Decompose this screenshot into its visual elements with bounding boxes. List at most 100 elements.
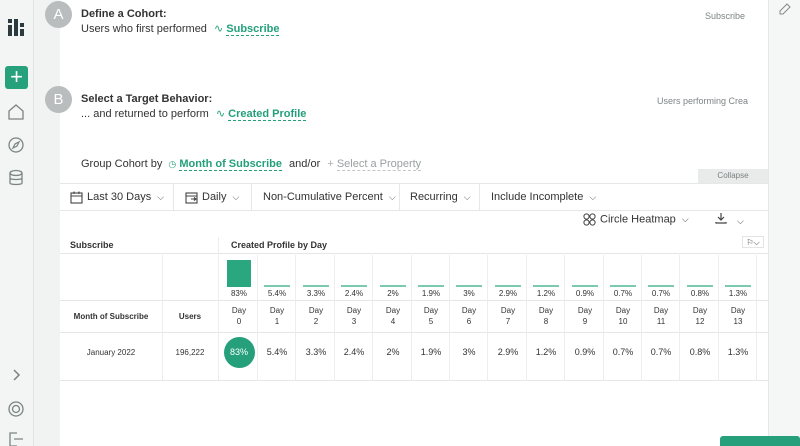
step-b-badge: B — [45, 86, 72, 113]
cohort-prefix: Users who first performed — [81, 23, 207, 35]
and-or-label: and/or — [289, 158, 321, 170]
day-label: Day — [577, 306, 593, 315]
behavior-event-link[interactable]: Created Profile — [228, 108, 307, 121]
event-icon: ∿ — [215, 108, 226, 120]
measure-dropdown[interactable]: Non-Cumulative Percent ⌵ — [263, 184, 400, 211]
create-button[interactable]: + — [5, 66, 28, 89]
summary-bar — [533, 285, 559, 287]
column-divider — [218, 237, 219, 381]
date-range-dropdown[interactable]: Last 30 Days ⌵ — [70, 184, 174, 211]
behavior-prefix: ... and returned to perform — [81, 108, 209, 120]
heatmap-value: 1.2% — [535, 347, 557, 357]
left-header: Subscribe — [70, 240, 114, 250]
day-number: 3 — [351, 317, 357, 326]
cohort-event-link[interactable]: Subscribe — [226, 23, 280, 36]
summary-value: 1.3% — [728, 289, 748, 298]
summary-value: 83% — [230, 289, 247, 298]
collapse-button[interactable]: Collapse — [698, 169, 768, 183]
day-label: Day — [538, 306, 554, 315]
summary-value: 3.3% — [306, 289, 326, 298]
column-divider — [295, 255, 296, 381]
clock-icon: ◷ — [168, 159, 177, 169]
behavior-hint: Users performing Crea — [657, 96, 749, 106]
compass-icon[interactable] — [7, 136, 25, 154]
summary-bar — [303, 285, 329, 287]
calendar-icon — [70, 191, 83, 204]
summary-bar — [648, 285, 674, 287]
help-ring-icon[interactable] — [7, 400, 25, 418]
database-icon[interactable] — [7, 169, 25, 187]
edit-icon[interactable] — [779, 3, 791, 15]
column-divider — [372, 255, 373, 381]
day-label: Day — [308, 306, 324, 315]
mode-label: Recurring — [410, 191, 458, 203]
summary-bar — [380, 285, 406, 287]
chevron-right-icon[interactable] — [7, 366, 25, 384]
interval-label: Daily — [202, 191, 227, 203]
row-divider — [60, 380, 768, 381]
day-number: 12 — [695, 317, 705, 326]
heatmap-value: 5.4% — [266, 347, 288, 357]
column-divider — [487, 255, 488, 381]
column-divider — [718, 255, 719, 381]
column-divider — [526, 255, 527, 381]
day-number: 6 — [466, 317, 472, 326]
table-header: Subscribe Created Profile by Day ⚐⌵ — [60, 236, 768, 254]
summary-bar — [610, 285, 636, 287]
column-divider — [449, 255, 450, 381]
select-property-link[interactable]: Select a Property — [336, 158, 422, 171]
day-number: 5 — [428, 317, 434, 326]
summary-value: 3% — [463, 289, 475, 298]
day-number: 9 — [582, 317, 588, 326]
download-button[interactable]: ⌵ — [715, 212, 744, 227]
day-label: Day — [231, 306, 247, 315]
summary-value: 0.7% — [613, 289, 633, 298]
summary-value: 1.2% — [536, 289, 556, 298]
day-label: Day — [500, 306, 516, 315]
day-number: 10 — [618, 317, 628, 326]
plus-icon: + — [10, 64, 23, 89]
heatmap-value: 0.9% — [574, 347, 596, 357]
month-column-header: Month of Subscribe — [73, 312, 149, 321]
add-icon: + — [327, 158, 334, 170]
column-divider — [603, 255, 604, 381]
heatmap-value: 0.8% — [689, 347, 711, 357]
chat-widget-button[interactable] — [720, 436, 800, 446]
mode-dropdown[interactable]: Recurring ⌵ — [410, 184, 480, 211]
heatmap-value: 2.9% — [497, 347, 519, 357]
heatmap-circle — [223, 336, 255, 368]
event-icon: ∿ — [214, 23, 224, 35]
chevron-down-icon: ⌵ — [681, 214, 689, 225]
row-users: 196,222 — [175, 348, 205, 357]
behavior-definition: ... and returned to perform ∿ Created Pr… — [81, 107, 307, 121]
flag-menu[interactable]: ⚐⌵ — [742, 236, 764, 248]
visualization-dropdown[interactable]: Circle Heatmap ⌵ — [583, 213, 689, 226]
interval-dropdown[interactable]: Daily ⌵ — [185, 184, 252, 211]
day-number: 2 — [313, 317, 319, 326]
logo-icon[interactable] — [8, 17, 26, 37]
day-label: Day — [653, 306, 669, 315]
day-label: Day — [692, 306, 708, 315]
day-label: Day — [346, 306, 362, 315]
cohort-hint: Subscribe — [705, 11, 746, 21]
incomplete-dropdown[interactable]: Include Incomplete ⌵ — [491, 184, 601, 211]
row-divider — [60, 300, 768, 301]
home-icon[interactable] — [7, 103, 25, 121]
summary-bar — [725, 285, 751, 287]
group-property-link[interactable]: Month of Subscribe — [179, 158, 282, 171]
summary-bar — [495, 285, 521, 287]
summary-bar — [418, 285, 444, 287]
right-header: Created Profile by Day — [231, 240, 328, 250]
visualization-label: Circle Heatmap — [600, 213, 676, 226]
chevron-down-icon: ⌵ — [589, 192, 597, 202]
heatmap-value: 3% — [462, 347, 476, 357]
behavior-title: Select a Target Behavior: — [81, 93, 213, 105]
column-divider — [411, 255, 412, 381]
chevron-down-icon: ⌵ — [463, 192, 471, 202]
column-divider — [756, 255, 757, 381]
day-label: Day — [615, 306, 631, 315]
group-by-label: Group Cohort by — [81, 158, 163, 170]
query-toolbar: Last 30 Days ⌵ Daily ⌵ Non-Cumulative Perc… — [60, 183, 768, 211]
group-by-row: Group Cohort by ◷ Month of Subscribe and… — [81, 158, 422, 171]
logout-icon[interactable] — [7, 430, 25, 446]
